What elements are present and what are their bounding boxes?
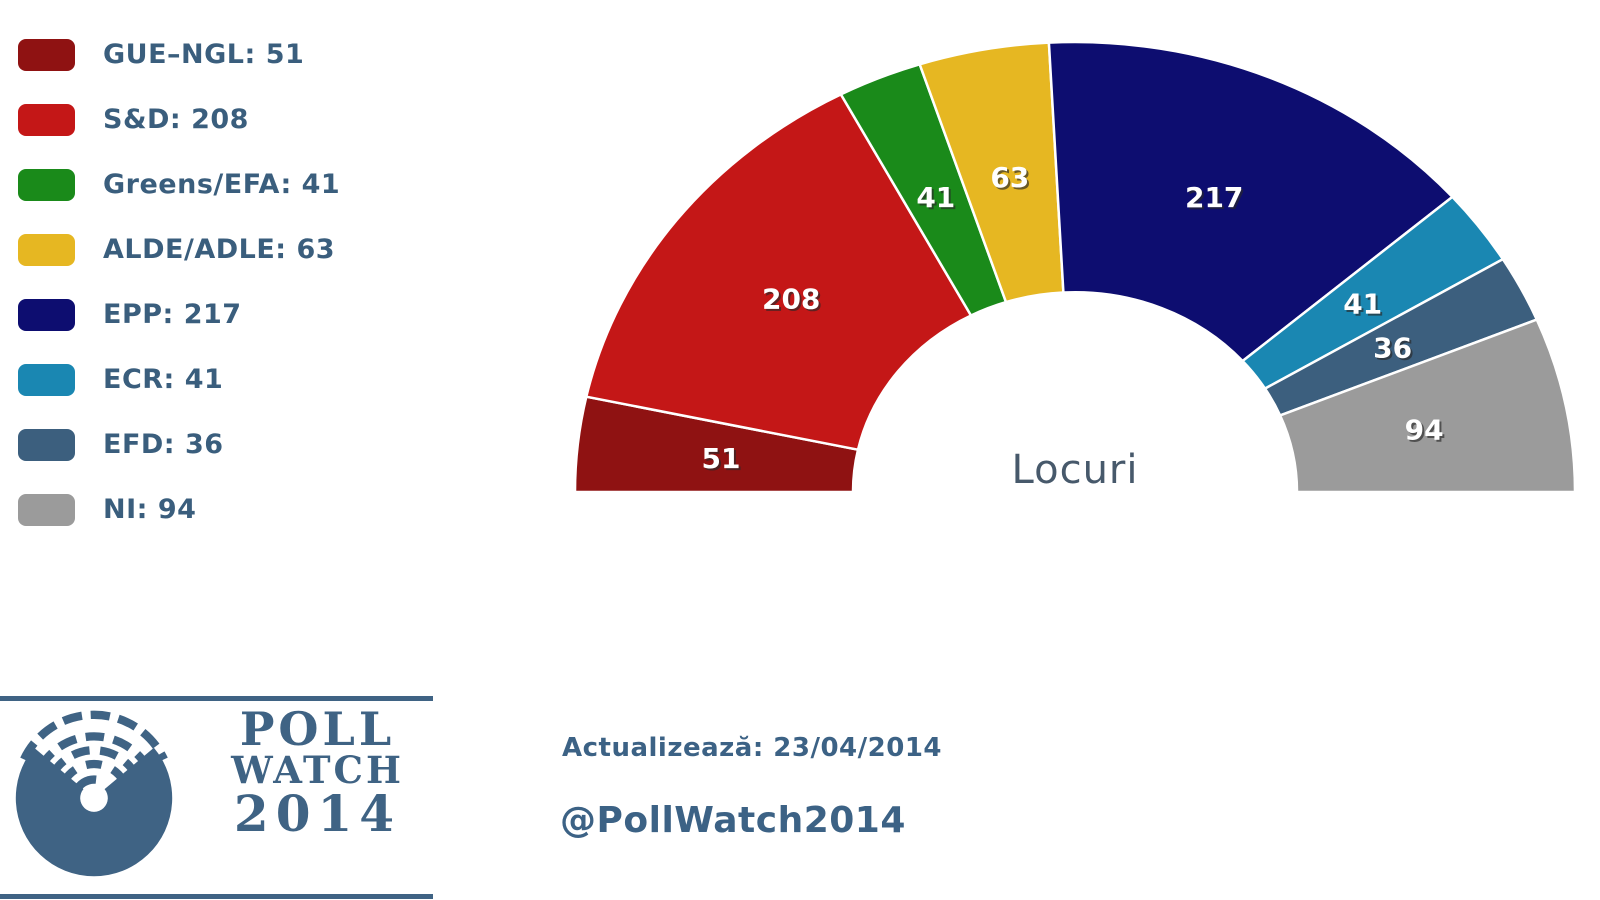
pollwatch-logo-icon: [15, 710, 173, 877]
slice-value-label: 41: [918, 183, 957, 216]
legend-color-swatch: [18, 363, 75, 396]
logo-word-poll: POLL: [239, 702, 396, 756]
slice-value-label: 208: [764, 285, 822, 318]
legend-item[interactable]: ALDE/ADLE: 63: [18, 217, 438, 282]
slice-value-label: 41: [1345, 289, 1384, 322]
legend-item-label: NI: 94: [103, 494, 197, 525]
donut-slices: [573, 40, 1577, 494]
slice-value-label: 217: [1187, 183, 1245, 216]
legend-color-swatch: [18, 38, 75, 71]
legend-item-label: Greens/EFA: 41: [103, 169, 341, 200]
legend-color-swatch: [18, 298, 75, 331]
logo-wordmark: POLL WATCH 2014: [200, 706, 435, 839]
legend-item[interactable]: EPP: 217: [18, 282, 438, 347]
slice-value-label: 36: [1375, 333, 1414, 366]
twitter-handle-link[interactable]: @PollWatch2014: [560, 800, 906, 841]
logo-word-2014: 2014: [233, 784, 402, 843]
logo-top-rule: [0, 696, 433, 701]
slice-value-label: 208: [762, 283, 820, 316]
legend-item[interactable]: EFD: 36: [18, 412, 438, 477]
slice-value-label: 41: [1343, 287, 1382, 320]
legend-item-label: EPP: 217: [103, 299, 242, 330]
slice-S-D[interactable]: [584, 92, 973, 452]
legend-color-swatch: [18, 103, 75, 136]
legend-color-swatch: [18, 428, 75, 461]
legend-item-label: ECR: 41: [103, 364, 224, 395]
legend-item[interactable]: NI: 94: [18, 477, 438, 542]
slice-value-label: 51: [702, 442, 741, 475]
legend-item-label: GUE–NGL: 51: [103, 39, 305, 70]
last-updated-text: Actualizează: 23/04/2014: [562, 733, 942, 763]
slice-value-label: 94: [1405, 413, 1444, 446]
slice-value-label: 63: [992, 163, 1031, 196]
legend-item-label: EFD: 36: [103, 429, 224, 460]
legend-color-swatch: [18, 168, 75, 201]
legend-item[interactable]: S&D: 208: [18, 87, 438, 152]
slice-value-label: 94: [1407, 415, 1446, 448]
slice-value-label: 51: [704, 444, 743, 477]
slice-value-label: 217: [1185, 181, 1243, 214]
chart-legend: GUE–NGL: 51 S&D: 208 Greens/EFA: 41 ALDE…: [18, 22, 438, 542]
legend-item-label: S&D: 208: [103, 104, 249, 135]
slice-NI[interactable]: [1278, 318, 1577, 494]
logo-word-watch: WATCH: [231, 748, 404, 792]
slice-value-label: 36: [1373, 331, 1412, 364]
logo-disc: [15, 747, 173, 877]
slice-value-label: 63: [990, 161, 1029, 194]
legend-item-label: ALDE/ADLE: 63: [103, 234, 336, 265]
legend-item[interactable]: ECR: 41: [18, 347, 438, 412]
legend-item[interactable]: Greens/EFA: 41: [18, 152, 438, 217]
slice-value-label: 41: [916, 181, 955, 214]
slice-EPP[interactable]: [1047, 40, 1455, 363]
chart-center-label: Locuri: [1012, 447, 1139, 493]
legend-color-swatch: [18, 493, 75, 526]
legend-color-swatch: [18, 233, 75, 266]
logo-bottom-rule: [0, 894, 433, 899]
legend-item[interactable]: GUE–NGL: 51: [18, 22, 438, 87]
